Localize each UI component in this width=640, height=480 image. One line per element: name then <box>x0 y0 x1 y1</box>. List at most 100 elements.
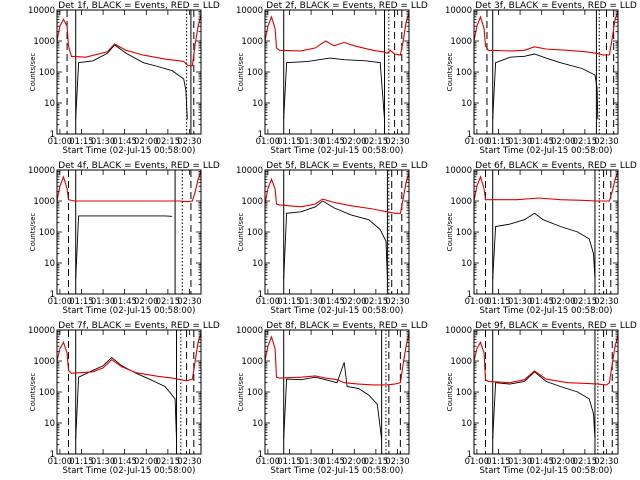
series-line-lld <box>264 332 410 386</box>
y-axis-label: Counts/sec <box>29 213 37 252</box>
y-tick-label: 1000 <box>33 37 55 47</box>
x-tick-label: 02:15 <box>156 297 181 307</box>
y-tick-label: 100 <box>456 388 472 398</box>
y-tick-label: 10000 <box>445 6 472 16</box>
x-tick-label: 01:45 <box>112 457 137 467</box>
y-tick-label: 100 <box>247 388 263 398</box>
plot-frame <box>56 9 202 135</box>
x-tick-label: 01:00 <box>256 137 281 147</box>
x-tick-label: 01:15 <box>277 457 302 467</box>
y-tick-label: 1 <box>50 450 55 460</box>
chart-panel-2: Det 2f, BLACK = Events, RED = LLD 1 10 100 1… <box>236 1 428 156</box>
x-tick-label: 01:45 <box>529 137 554 147</box>
y-tick-label: 1 <box>258 450 263 460</box>
x-tick-label: 02:30 <box>177 297 202 307</box>
y-tick-label: 1000 <box>33 357 55 367</box>
y-tick-label: 1 <box>467 130 472 140</box>
chart-title: Det 7f, BLACK = Events, RED = LLD <box>58 321 220 331</box>
x-tick-label: 01:00 <box>465 297 490 307</box>
x-tick-label: 01:00 <box>48 457 73 467</box>
x-tick-label: 01:15 <box>486 297 511 307</box>
series-line-lld <box>473 11 619 56</box>
series-line-lld <box>56 171 202 203</box>
y-tick-label: 10000 <box>236 326 263 336</box>
plot-frame <box>264 9 410 135</box>
chart-panel-7: Det 7f, BLACK = Events, RED = LLD 1 10 100 1… <box>28 321 220 476</box>
series-line-events <box>492 212 596 280</box>
x-tick-label: 02:30 <box>385 137 410 147</box>
x-tick-label: 01:00 <box>256 457 281 467</box>
y-tick-label: 10 <box>461 99 472 109</box>
x-tick-label: 02:15 <box>156 457 181 467</box>
plot-frame <box>56 329 202 455</box>
x-tick-label: 02:00 <box>134 457 159 467</box>
chart-panel-6: Det 6f, BLACK = Events, RED = LLD 1 10 100 1… <box>445 161 637 316</box>
chart-panel-4: Det 4f, BLACK = Events, RED = LLD 1 10 100 1… <box>28 161 220 316</box>
x-axis-label: Start Time (02-Jul-15 00:58:00) <box>63 146 196 156</box>
y-tick-label: 1 <box>50 290 55 300</box>
plot-frame <box>473 329 619 455</box>
x-tick-label: 02:00 <box>342 297 367 307</box>
x-tick-label: 02:15 <box>364 297 389 307</box>
x-tick-label: 02:15 <box>573 137 598 147</box>
y-axis-label: Counts/sec <box>237 53 245 92</box>
x-axis-label: Start Time (02-Jul-15 00:58:00) <box>271 466 404 476</box>
x-tick-label: 01:00 <box>48 137 73 147</box>
series-line-lld <box>56 332 202 382</box>
series-line-events <box>492 53 599 120</box>
x-tick-label: 02:00 <box>551 457 576 467</box>
y-axis-label: Counts/sec <box>29 373 37 412</box>
y-tick-label: 10 <box>44 99 55 109</box>
series-line-lld <box>264 12 410 56</box>
series-line-lld <box>473 334 619 386</box>
series-line-events <box>75 44 188 120</box>
chart-title: Det 3f, BLACK = Events, RED = LLD <box>475 1 637 11</box>
chart-title: Det 5f, BLACK = Events, RED = LLD <box>266 161 428 171</box>
y-tick-label: 100 <box>39 68 55 78</box>
x-tick-label: 01:30 <box>91 297 116 307</box>
x-tick-label: 01:45 <box>112 297 137 307</box>
x-tick-label: 02:30 <box>594 297 619 307</box>
x-tick-label: 01:45 <box>112 137 137 147</box>
y-tick-label: 10 <box>44 259 55 269</box>
y-tick-label: 1 <box>467 450 472 460</box>
x-axis-label: Start Time (02-Jul-15 00:58:00) <box>63 306 196 316</box>
x-tick-label: 01:15 <box>277 297 302 307</box>
x-tick-label: 01:00 <box>465 137 490 147</box>
x-tick-label: 01:30 <box>299 137 324 147</box>
y-tick-label: 1000 <box>241 37 263 47</box>
x-tick-label: 02:00 <box>551 297 576 307</box>
x-tick-label: 01:00 <box>48 297 73 307</box>
y-tick-label: 100 <box>247 228 263 238</box>
y-tick-label: 10 <box>461 259 472 269</box>
x-tick-label: 02:00 <box>342 137 367 147</box>
series-line-lld <box>56 14 202 67</box>
y-axis-label: Counts/sec <box>446 53 454 92</box>
x-tick-label: 01:45 <box>529 297 554 307</box>
plot-frame <box>264 329 410 455</box>
chart-title: Det 4f, BLACK = Events, RED = LLD <box>58 161 220 171</box>
x-tick-label: 01:45 <box>320 137 345 147</box>
x-tick-label: 01:45 <box>320 457 345 467</box>
x-tick-label: 02:15 <box>573 297 598 307</box>
x-tick-label: 01:30 <box>91 457 116 467</box>
y-axis-label: Counts/sec <box>446 213 454 252</box>
x-tick-label: 01:15 <box>69 297 94 307</box>
y-tick-label: 1000 <box>450 197 472 207</box>
x-axis-label: Start Time (02-Jul-15 00:58:00) <box>63 466 196 476</box>
chart-title: Det 1f, BLACK = Events, RED = LLD <box>58 1 220 11</box>
x-tick-label: 02:00 <box>342 457 367 467</box>
y-tick-label: 100 <box>247 68 263 78</box>
chart-title: Det 6f, BLACK = Events, RED = LLD <box>475 161 637 171</box>
chart-title: Det 2f, BLACK = Events, RED = LLD <box>266 1 428 11</box>
y-tick-label: 10000 <box>236 166 263 176</box>
x-tick-label: 01:00 <box>256 297 281 307</box>
series-line-lld <box>473 171 619 202</box>
x-tick-label: 02:30 <box>594 457 619 467</box>
y-tick-label: 10 <box>252 99 263 109</box>
y-tick-label: 10000 <box>236 6 263 16</box>
series-line-events <box>75 215 173 280</box>
series-line-events <box>283 57 385 120</box>
x-tick-label: 01:45 <box>320 297 345 307</box>
